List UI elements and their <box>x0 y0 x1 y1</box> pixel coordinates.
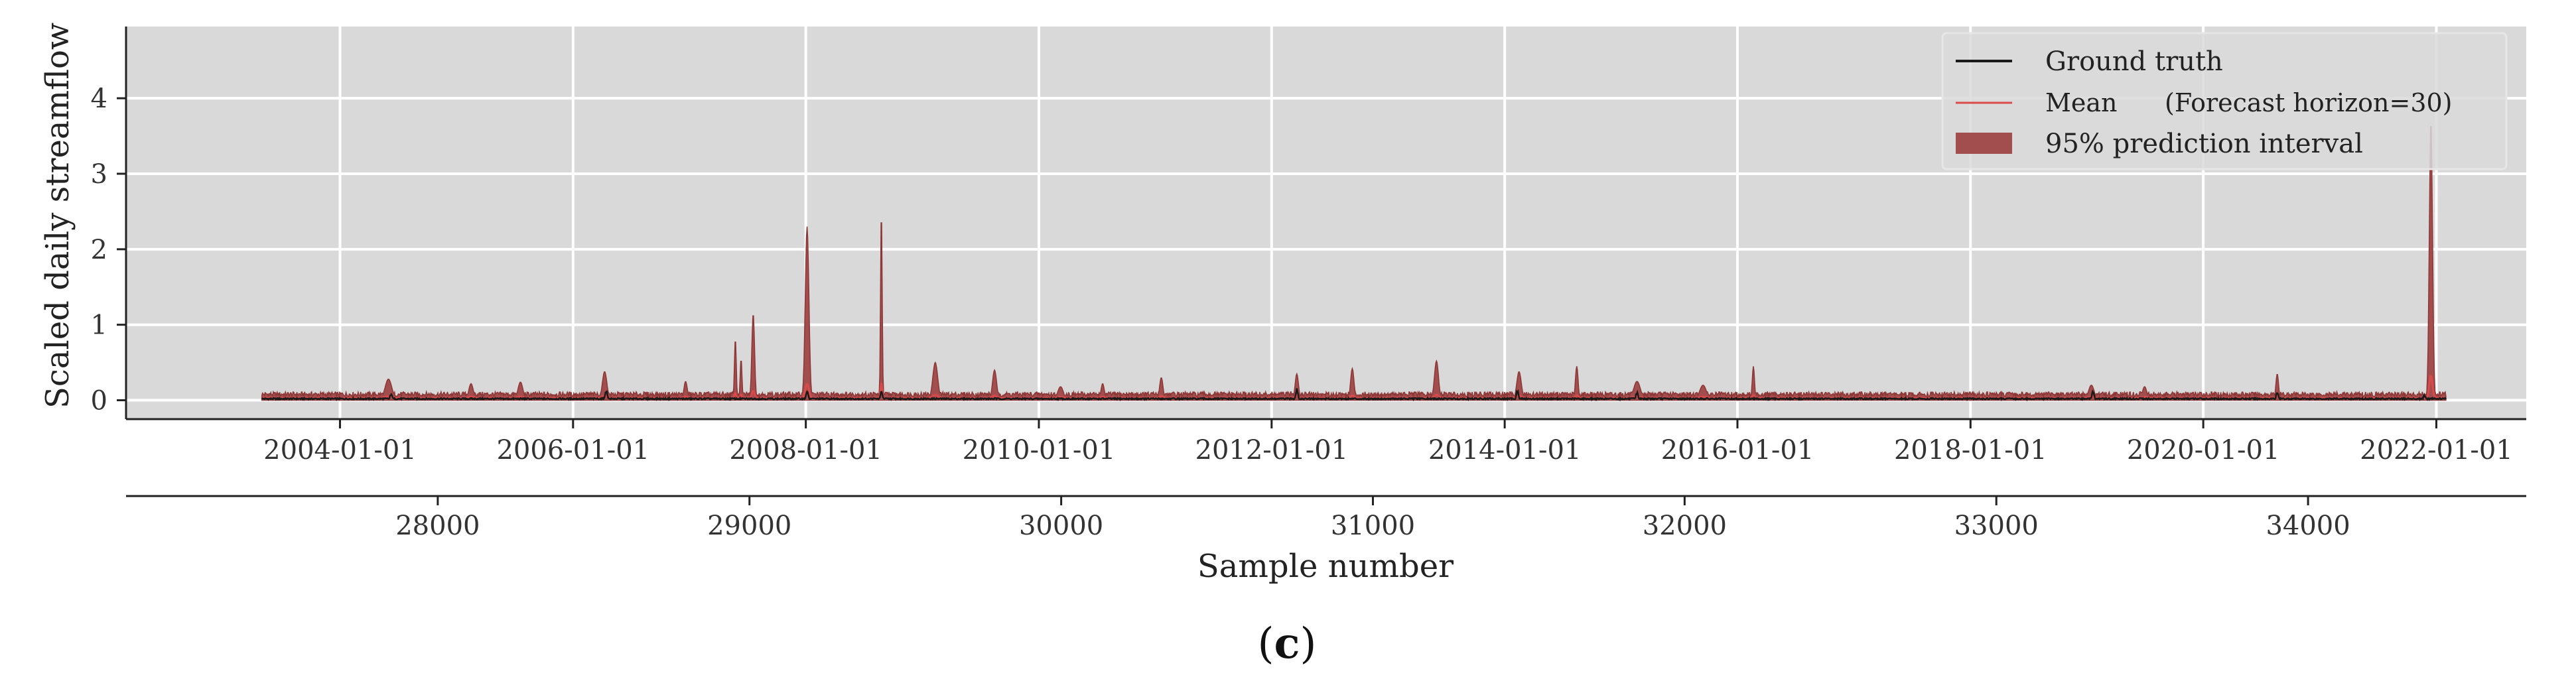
legend-label-ground-truth: Ground truth <box>2045 46 2223 77</box>
date-tick-label: 2010-01-01 <box>963 435 1116 466</box>
date-tick-label: 2008-01-01 <box>729 435 882 466</box>
x-axis-label: Sample number <box>1197 548 1454 585</box>
legend-swatch-prediction-interval <box>1956 133 2012 154</box>
sample-tick-label: 31000 <box>1331 511 1415 541</box>
axes <box>125 27 2526 497</box>
sample-number-ticks: 28000 29000 30000 31000 32000 33000 34000 <box>395 496 2350 541</box>
sample-tick-label: 29000 <box>707 511 791 541</box>
y-axis-label: Scaled daily streamflow <box>39 23 76 409</box>
sample-tick-label: 30000 <box>1019 511 1103 541</box>
legend-box <box>1941 32 2508 170</box>
y-tick-label: 4 <box>91 84 107 114</box>
grid-lines <box>126 27 2526 419</box>
date-tick-label: 2016-01-01 <box>1661 435 1814 466</box>
panel-label: (c) <box>1258 619 1317 668</box>
date-tick-label: 2004-01-01 <box>263 435 417 466</box>
date-tick-label: 2006-01-01 <box>496 435 649 466</box>
y-tick-label: 3 <box>91 159 107 190</box>
legend-label-prediction-interval: 95% prediction interval <box>2045 129 2363 159</box>
y-tick-label: 0 <box>91 386 107 416</box>
date-tick-label: 2014-01-01 <box>1428 435 1582 466</box>
y-tick-label: 2 <box>91 235 107 265</box>
ground-truth-line <box>261 388 2447 402</box>
date-ticks: 2004-01-01 2006-01-01 2008-01-01 2010-01-01… <box>263 419 2513 466</box>
sample-tick-label: 34000 <box>2266 511 2350 541</box>
date-tick-label: 2020-01-01 <box>2127 435 2280 466</box>
date-tick-label: 2018-01-01 <box>1894 435 2047 466</box>
y-ticks: 0 1 2 3 4 <box>91 84 126 416</box>
date-tick-label: 2022-01-01 <box>2360 435 2513 466</box>
prediction-interval-area <box>261 126 2447 401</box>
sample-tick-label: 33000 <box>1954 511 2039 541</box>
sample-tick-label: 32000 <box>1643 511 1727 541</box>
legend: Ground truth Mean (Forecast horizon=30) … <box>1941 32 2508 170</box>
sample-tick-label: 28000 <box>395 511 480 541</box>
legend-label-mean: Mean <box>2045 88 2118 117</box>
legend-note-forecast-horizon: (Forecast horizon=30) <box>2165 88 2453 117</box>
y-tick-label: 1 <box>91 310 107 341</box>
date-tick-label: 2012-01-01 <box>1195 435 1349 466</box>
